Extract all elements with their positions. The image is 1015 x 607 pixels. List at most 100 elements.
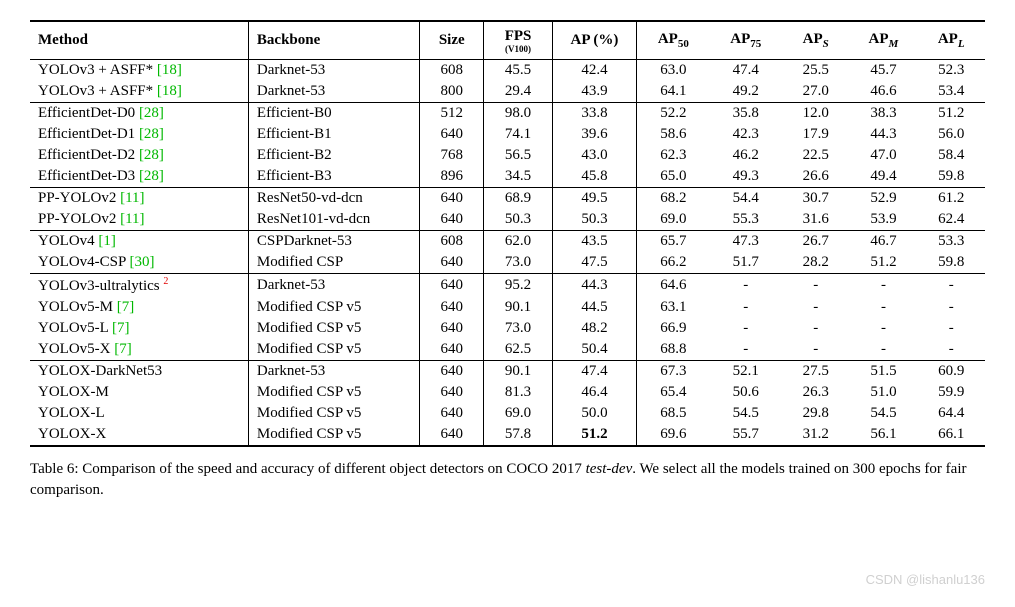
cell-apm: 53.9	[849, 209, 917, 231]
cell-size: 640	[420, 424, 484, 446]
cell-method: YOLOX-X	[30, 424, 248, 446]
table-row: EfficientDet-D2 [28]Efficient-B276856.54…	[30, 145, 985, 166]
cell-apm: 56.1	[849, 424, 917, 446]
cell-ap75: 35.8	[710, 103, 782, 125]
cell-apl: -	[917, 318, 985, 339]
cell-fps: 73.0	[484, 252, 553, 274]
cell-fps: 98.0	[484, 103, 553, 125]
cell-ap: 43.0	[552, 145, 636, 166]
cell-ap50: 67.3	[637, 361, 710, 383]
cell-backbone: Darknet-53	[248, 60, 419, 82]
cell-method: YOLOv4-CSP [30]	[30, 252, 248, 274]
cell-ap50: 68.8	[637, 339, 710, 361]
citation-link[interactable]: [11]	[120, 190, 144, 206]
cell-apl: 59.8	[917, 252, 985, 274]
footnote-ref: 2	[163, 276, 168, 287]
cell-apm: 51.0	[849, 382, 917, 403]
cell-ap: 50.4	[552, 339, 636, 361]
cell-ap75: 55.3	[710, 209, 782, 231]
cell-ap50: 65.4	[637, 382, 710, 403]
citation-link[interactable]: [28]	[139, 147, 164, 163]
cell-apm: 47.0	[849, 145, 917, 166]
watermark: CSDN @lishanlu136	[866, 572, 985, 587]
cell-aps: 28.2	[782, 252, 849, 274]
cell-size: 640	[420, 188, 484, 210]
cell-ap: 49.5	[552, 188, 636, 210]
cell-fps: 56.5	[484, 145, 553, 166]
cell-ap75: -	[710, 339, 782, 361]
cell-backbone: ResNet50-vd-dcn	[248, 188, 419, 210]
table-row: YOLOv3 + ASFF* [18]Darknet-5380029.443.9…	[30, 81, 985, 103]
cell-apl: 66.1	[917, 424, 985, 446]
cell-size: 640	[420, 124, 484, 145]
cell-aps: 27.0	[782, 81, 849, 103]
cell-method: YOLOv5-L [7]	[30, 318, 248, 339]
cell-ap50: 69.6	[637, 424, 710, 446]
cell-ap: 43.9	[552, 81, 636, 103]
cell-fps: 57.8	[484, 424, 553, 446]
cell-ap75: 49.2	[710, 81, 782, 103]
citation-link[interactable]: [7]	[114, 341, 132, 357]
citation-link[interactable]: [28]	[139, 126, 164, 142]
cell-ap: 44.5	[552, 297, 636, 318]
cell-ap50: 66.2	[637, 252, 710, 274]
cell-size: 512	[420, 103, 484, 125]
table-row: YOLOv3 + ASFF* [18]Darknet-5360845.542.4…	[30, 60, 985, 82]
cell-aps: 22.5	[782, 145, 849, 166]
table-row: YOLOX-L Modified CSP v564069.050.068.554…	[30, 403, 985, 424]
cell-apl: -	[917, 297, 985, 318]
cell-ap50: 68.5	[637, 403, 710, 424]
citation-link[interactable]: [7]	[117, 299, 135, 315]
cell-ap75: 46.2	[710, 145, 782, 166]
cell-aps: 12.0	[782, 103, 849, 125]
cell-ap: 45.8	[552, 166, 636, 188]
cell-backbone: Efficient-B0	[248, 103, 419, 125]
cell-backbone: Modified CSP	[248, 252, 419, 274]
cell-fps: 90.1	[484, 297, 553, 318]
citation-link[interactable]: [28]	[139, 105, 164, 121]
cell-aps: 26.3	[782, 382, 849, 403]
cell-ap75: 54.4	[710, 188, 782, 210]
table-row: YOLOX-DarkNet53 Darknet-5364090.147.467.…	[30, 361, 985, 383]
table-row: YOLOX-X Modified CSP v564057.851.269.655…	[30, 424, 985, 446]
table-row: EfficientDet-D0 [28]Efficient-B051298.03…	[30, 103, 985, 125]
cell-size: 608	[420, 231, 484, 253]
cell-ap50: 58.6	[637, 124, 710, 145]
cell-ap75: 52.1	[710, 361, 782, 383]
cell-apm: 45.7	[849, 60, 917, 82]
cell-apm: -	[849, 318, 917, 339]
cell-apl: 59.8	[917, 166, 985, 188]
cell-ap: 39.6	[552, 124, 636, 145]
cell-apm: -	[849, 297, 917, 318]
cell-method: PP-YOLOv2 [11]	[30, 188, 248, 210]
cell-fps: 62.0	[484, 231, 553, 253]
cell-size: 896	[420, 166, 484, 188]
th-backbone: Backbone	[248, 21, 419, 60]
cell-size: 640	[420, 361, 484, 383]
cell-aps: -	[782, 297, 849, 318]
citation-link[interactable]: [30]	[130, 254, 155, 270]
cell-aps: 17.9	[782, 124, 849, 145]
cell-ap: 42.4	[552, 60, 636, 82]
citation-link[interactable]: [18]	[157, 83, 182, 99]
cell-apm: 54.5	[849, 403, 917, 424]
citation-link[interactable]: [1]	[98, 233, 116, 249]
citation-link[interactable]: [28]	[139, 168, 164, 184]
cell-apl: 51.2	[917, 103, 985, 125]
cell-size: 640	[420, 252, 484, 274]
cell-ap50: 69.0	[637, 209, 710, 231]
cell-backbone: Efficient-B2	[248, 145, 419, 166]
cell-fps: 69.0	[484, 403, 553, 424]
cell-apl: 58.4	[917, 145, 985, 166]
table-row: YOLOX-M Modified CSP v564081.346.465.450…	[30, 382, 985, 403]
cell-backbone: Modified CSP v5	[248, 403, 419, 424]
citation-link[interactable]: [11]	[120, 211, 144, 227]
cell-method: YOLOX-M	[30, 382, 248, 403]
citation-link[interactable]: [18]	[157, 62, 182, 78]
citation-link[interactable]: [7]	[112, 320, 130, 336]
table-row: EfficientDet-D3 [28]Efficient-B389634.54…	[30, 166, 985, 188]
table-row: YOLOv3-ultralytics 2Darknet-5364095.244.…	[30, 274, 985, 298]
cell-apm: 51.2	[849, 252, 917, 274]
cell-aps: -	[782, 339, 849, 361]
cell-fps: 29.4	[484, 81, 553, 103]
